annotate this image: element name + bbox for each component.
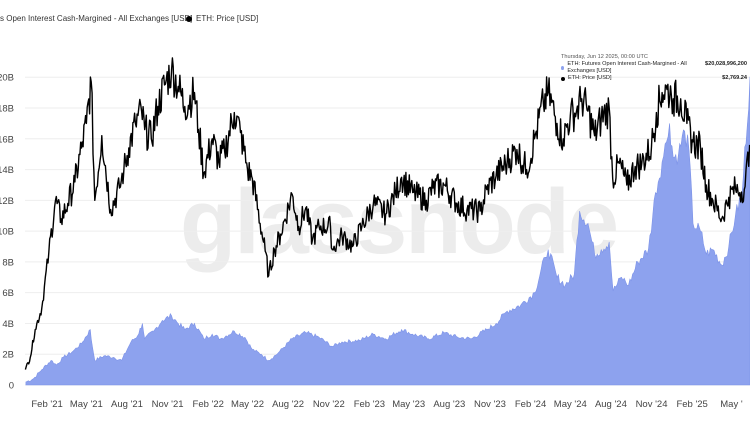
- tooltip-price-dot-icon: [561, 76, 565, 81]
- tooltip-oi-label: ETH: Futures Open Interest Cash-Margined…: [567, 61, 687, 74]
- x-tick-label: Feb '22: [193, 399, 224, 410]
- x-tick-label: Aug '22: [272, 399, 304, 410]
- x-tick-label: Nov '22: [313, 399, 345, 410]
- y-tick-label: 20B: [0, 73, 14, 84]
- tooltip-price-value: $2,769.24: [722, 75, 747, 81]
- x-tick-label: Feb '24: [515, 399, 546, 410]
- x-tick-label: Aug '24: [595, 399, 627, 410]
- tooltip-price-label: ETH: Price [USD]: [568, 75, 612, 81]
- tooltip-oi-value: $20,028,996,200: [705, 61, 747, 67]
- x-tick-label: May '21: [70, 399, 103, 410]
- y-tick-label: 12B: [0, 196, 14, 207]
- legend-oi-label: s Open Interest Cash-Margined - All Exch…: [0, 14, 193, 23]
- x-tick-label: Feb '25: [676, 399, 707, 410]
- x-tick-label: Nov '21: [152, 399, 184, 410]
- legend-price-dot-icon: [186, 15, 192, 22]
- chart-tooltip: Thursday, Jun 12 2025, 00:00 UTC ETH: Fu…: [561, 54, 747, 81]
- legend-oi[interactable]: s Open Interest Cash-Margined - All Exch…: [0, 14, 193, 23]
- tooltip-date: Thursday, Jun 12 2025, 00:00 UTC: [561, 54, 648, 60]
- y-tick-label: 10B: [0, 227, 14, 238]
- y-tick-label: 0: [9, 381, 14, 392]
- y-tick-label: 4B: [2, 319, 14, 330]
- y-tick-label: 14B: [0, 165, 14, 176]
- y-tick-label: 2B: [2, 350, 14, 361]
- oi-area: [25, 76, 750, 386]
- x-tick-label: Feb '21: [31, 399, 62, 410]
- price-line: [24, 57, 750, 370]
- y-tick-label: 6B: [2, 288, 14, 299]
- y-tick-label: 8B: [2, 257, 14, 268]
- legend-price-label: ETH: Price [USD]: [196, 14, 259, 23]
- x-tick-label: Nov '24: [636, 399, 668, 410]
- legend-price[interactable]: ETH: Price [USD]: [186, 14, 258, 23]
- y-tick-label: 18B: [0, 104, 14, 115]
- y-tick-label: 16B: [0, 134, 14, 145]
- x-tick-label: May '24: [554, 399, 587, 410]
- x-tick-label: Aug '21: [111, 399, 143, 410]
- x-tick-label: May '23: [392, 399, 425, 410]
- tooltip-oi-dot-icon: [561, 66, 565, 70]
- x-tick-label: May ': [720, 399, 743, 410]
- x-tick-label: May '22: [231, 399, 264, 410]
- x-tick-label: Aug '23: [433, 399, 465, 410]
- x-tick-label: Nov '23: [474, 399, 506, 410]
- x-tick-label: Feb '23: [354, 399, 385, 410]
